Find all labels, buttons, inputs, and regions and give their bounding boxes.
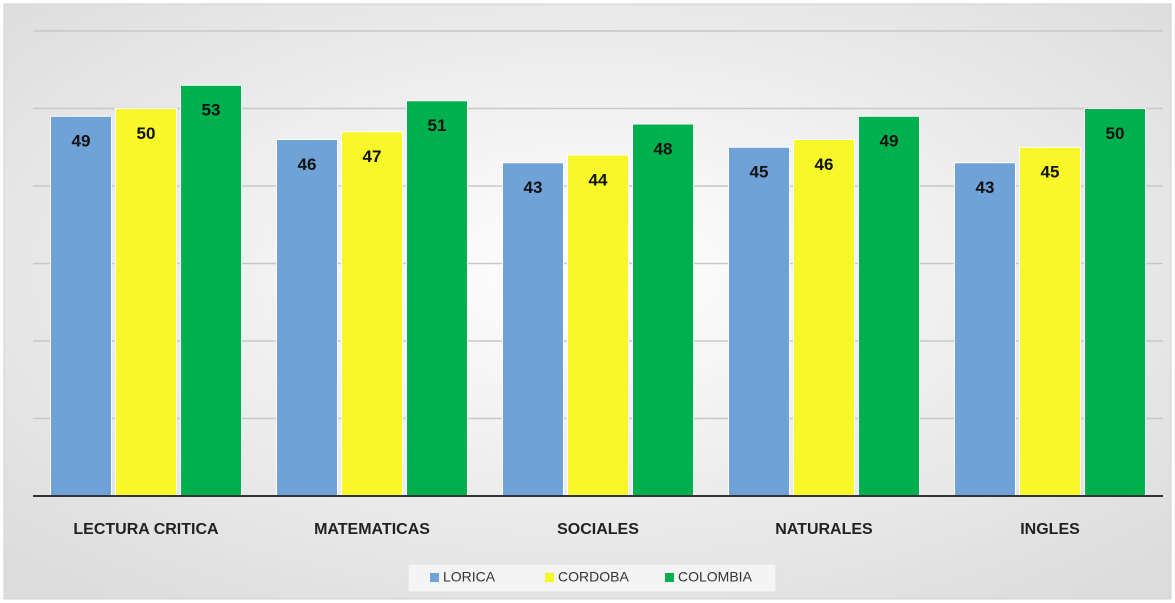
bar [502, 162, 564, 497]
legend-label: CORDOBA [558, 569, 629, 585]
data-label: 45 [1041, 163, 1060, 182]
bar [728, 146, 790, 497]
data-label: 46 [298, 155, 317, 174]
bar [1084, 108, 1146, 497]
bar [115, 108, 177, 497]
bar [1019, 146, 1081, 497]
data-label: 50 [137, 124, 156, 143]
legend-label: COLOMBIA [678, 569, 753, 585]
bar [567, 154, 629, 497]
data-label: 44 [589, 170, 608, 189]
bar [858, 115, 920, 497]
x-tick-label: LECTURA CRITICA [73, 521, 219, 538]
data-label: 43 [524, 178, 543, 197]
bar [341, 131, 403, 497]
data-label: 43 [976, 178, 995, 197]
data-label: 53 [202, 101, 221, 120]
data-label: 49 [880, 132, 899, 151]
data-label: 51 [428, 116, 447, 135]
legend-label: LORICA [443, 569, 496, 585]
x-tick-label: INGLES [1020, 521, 1080, 538]
data-label: 45 [750, 163, 769, 182]
x-tick-label: SOCIALES [557, 521, 639, 538]
bar [632, 123, 694, 497]
legend-swatch [430, 573, 439, 582]
legend-swatch [545, 573, 554, 582]
bar [406, 100, 468, 497]
bar [180, 84, 242, 497]
legend-swatch [665, 573, 674, 582]
x-tick-label: MATEMATICAS [314, 521, 430, 538]
bar [50, 115, 112, 497]
data-label: 46 [815, 155, 834, 174]
x-tick-label: NATURALES [775, 521, 873, 538]
bar [276, 139, 338, 497]
data-label: 50 [1106, 124, 1125, 143]
bar [793, 139, 855, 497]
data-label: 48 [654, 139, 673, 158]
data-label: 49 [72, 132, 91, 151]
legend-box [407, 563, 777, 593]
data-label: 47 [363, 147, 382, 166]
bar [954, 162, 1016, 497]
